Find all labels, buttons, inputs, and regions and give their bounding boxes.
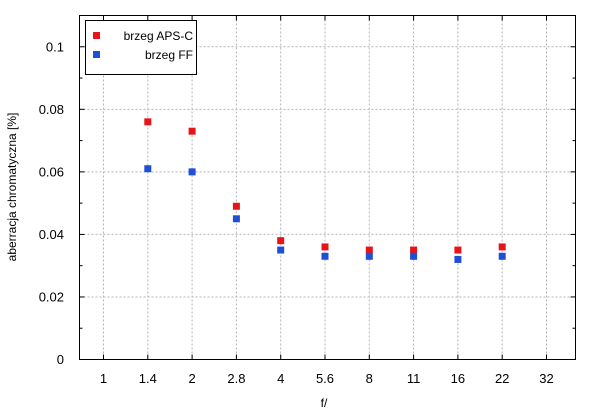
x-tick-label: 11 — [407, 371, 421, 386]
point-brzeg-aps-c — [365, 246, 373, 254]
y-axis-title: aberracja chromatyczna [%] — [5, 113, 19, 262]
x-axis-title: f/ — [321, 396, 328, 410]
x-tick-label: 16 — [451, 371, 465, 386]
y-tick-label: 0.08 — [39, 102, 64, 117]
x-tick-label: 1 — [100, 371, 107, 386]
x-tick-label: 4 — [277, 371, 284, 386]
point-brzeg-aps-c — [321, 243, 329, 251]
point-brzeg-ff — [144, 165, 152, 173]
x-tick-label: 2 — [188, 371, 195, 386]
legend-marker-ff — [93, 51, 100, 58]
point-brzeg-aps-c — [232, 202, 240, 210]
y-tick-label: 0.1 — [46, 39, 64, 54]
point-brzeg-ff — [321, 252, 329, 260]
point-brzeg-aps-c — [188, 127, 196, 135]
y-tick-label: 0.04 — [39, 227, 64, 242]
legend-marker-aps-c — [93, 32, 100, 39]
point-brzeg-ff — [410, 252, 418, 260]
legend-label-ff: brzeg FF — [145, 48, 193, 62]
y-tick-label: 0 — [57, 352, 64, 367]
x-tick-labels: 1 1.4 2 2.8 4 5.6 8 11 16 22 32 — [100, 371, 554, 386]
point-brzeg-aps-c — [277, 237, 285, 245]
x-tick-label: 8 — [366, 371, 373, 386]
x-tick-label: 22 — [495, 371, 509, 386]
point-brzeg-aps-c — [144, 118, 152, 126]
grid-lines — [79, 15, 576, 360]
x-tick-label: 32 — [539, 371, 553, 386]
point-brzeg-ff — [454, 255, 462, 263]
point-brzeg-ff — [498, 252, 506, 260]
legend-label-aps-c: brzeg APS-C — [124, 29, 194, 43]
point-brzeg-ff — [277, 246, 285, 254]
legend: brzeg APS-C brzeg FF — [85, 20, 197, 75]
axis-ticks — [79, 15, 576, 360]
legend-box — [85, 20, 197, 75]
point-brzeg-aps-c — [498, 243, 506, 251]
x-tick-label: 5.6 — [316, 371, 334, 386]
y-tick-label: 0.06 — [39, 164, 64, 179]
y-tick-label: 0.02 — [39, 289, 64, 304]
x-tick-label: 2.8 — [227, 371, 245, 386]
y-tick-labels: 0 0.02 0.04 0.06 0.08 0.1 — [39, 39, 64, 367]
data-points — [144, 118, 506, 263]
point-brzeg-ff — [232, 215, 240, 223]
point-brzeg-aps-c — [410, 246, 418, 254]
point-brzeg-aps-c — [454, 246, 462, 254]
point-brzeg-ff — [188, 168, 196, 176]
plot-frame — [79, 15, 576, 360]
point-brzeg-ff — [365, 252, 373, 260]
x-tick-label: 1.4 — [139, 371, 157, 386]
